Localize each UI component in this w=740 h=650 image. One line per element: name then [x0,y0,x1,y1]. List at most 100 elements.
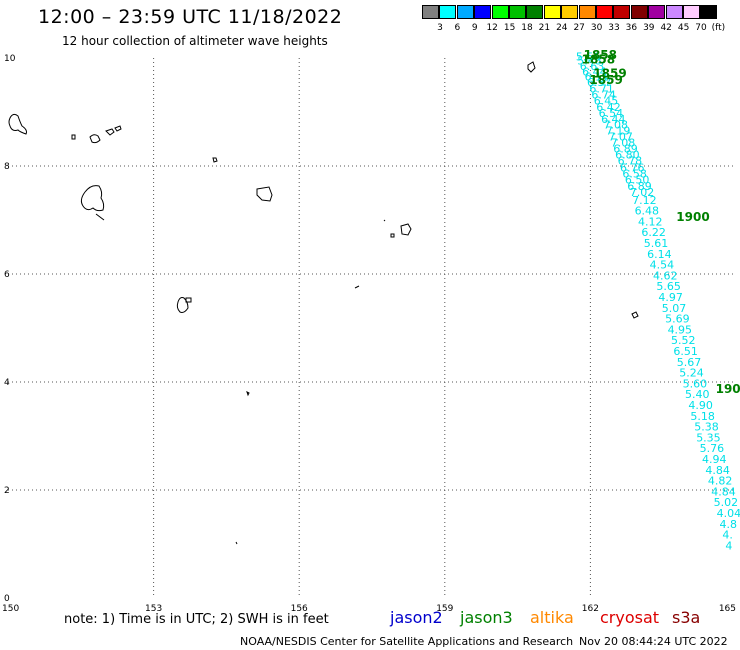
scale-swatch [561,5,579,19]
swh-value: 7.08 [611,137,636,150]
scale-label: 9 [471,23,478,33]
x-tick-label: 165 [719,604,736,614]
swh-value: 4 [725,539,732,552]
swh-value: 5.65 [656,280,681,293]
swh-value: 6.89 [627,180,652,193]
swh-value: 6.58 [622,167,647,180]
generated-timestamp: Nov 20 08:44:24 UTC 2022 [579,635,728,648]
scale-label: 3 [437,23,443,33]
island [95,213,105,221]
scale-label: 30 [590,23,603,33]
scale-label: (ft) [711,23,726,33]
pass-time-label: 190 [716,382,740,396]
scale-swatch [665,5,683,19]
satellite-legend-item: s3a [672,608,701,627]
swh-value: 4.84 [711,485,736,498]
scale-swatch [648,5,666,19]
pass-time-label: 1900 [676,210,709,224]
scale-swatch [630,5,648,19]
map-title: 12:00 – 23:59 UTC 11/18/2022 [38,6,343,28]
swh-value: 6.44 [601,113,626,126]
swh-value: 4.12 [638,215,663,228]
swh-value: 6.14 [647,248,672,261]
island [256,186,273,202]
scale-swatch [509,5,526,19]
x-tick-label: 159 [436,604,453,614]
island [631,311,639,319]
scale-label: 18 [521,23,533,33]
island [8,113,27,135]
pass-time-label: 1858 [582,52,615,66]
island [400,223,412,236]
island [114,125,122,132]
altimeter-track: 5.565.486.636.446.116.376.716.746.456.42… [576,51,740,553]
swh-value: 5.48 [577,54,602,67]
island-outlines [8,61,639,545]
pass-time-label: 1859 [593,66,626,80]
swh-value: 5.61 [644,237,669,250]
swh-value: 4. [722,529,733,542]
swh-value: 6.80 [615,148,640,161]
scale-swatch [456,5,474,19]
swh-value: 4.84 [705,464,730,477]
x-tick-label: 150 [2,604,19,614]
swh-value: 4.95 [668,323,693,336]
swh-value: 5.02 [714,496,739,509]
scale-label: 39 [643,23,655,33]
scale-label: 70 [695,23,707,33]
swh-value: 4.97 [658,291,683,304]
swh-value: 6.63 [580,60,605,73]
swh-value: 5.38 [694,421,719,434]
y-tick-label: 4 [4,378,10,388]
swh-value: 6.78 [618,154,643,167]
swh-value: 5.07 [662,302,687,315]
island [527,61,536,73]
island [185,297,192,303]
island [390,233,395,238]
swh-value: 6.11 [585,71,610,84]
swh-value: 4.04 [717,507,740,520]
scale-swatch [613,5,631,19]
swh-value: 6.37 [587,76,612,89]
island [176,297,189,313]
swh-value: 6.51 [673,345,698,358]
x-tick-label: 156 [291,604,308,614]
swh-value: 6.54 [599,107,624,120]
y-tick-label: 8 [4,162,10,172]
swh-value: 5.56 [576,51,601,64]
swh-value: 5.76 [700,442,725,455]
scale-label: 24 [556,23,568,33]
satellite-legend-item: jason2 [390,608,443,627]
island [89,134,101,144]
satellite-legend-item: cryosat [600,608,660,627]
scale-swatch [578,5,596,19]
scale-swatch [422,5,439,19]
scale-label: 15 [503,23,516,33]
scale-label: 12 [486,23,498,33]
swh-value: 5.24 [679,367,704,380]
scale-swatch [683,5,700,19]
scale-label: 27 [573,23,585,33]
swh-value: 6.48 [635,205,660,218]
swh-value: 4.82 [708,475,733,488]
scale-swatch [474,5,492,19]
y-tick-label: 6 [4,270,10,280]
island [235,541,238,545]
scale-swatch [596,5,613,19]
swh-value: 7.07 [608,131,633,144]
swh-value: 6.89 [613,143,638,156]
y-tick-label: 0 [4,594,10,604]
scale-label: 36 [625,23,638,33]
scale-label: 21 [538,23,551,33]
y-tick-label: 10 [4,54,16,64]
swh-value: 6.76 [620,161,645,174]
scale-swatch [491,5,509,19]
swh-value: 6.22 [641,226,666,239]
pass-time-label: 1859 [589,73,622,87]
island [383,219,386,222]
scale-swatch [700,5,718,19]
scale-swatch [439,5,457,19]
swh-value: 5.60 [683,377,708,390]
swh-value: 5.52 [671,334,696,347]
